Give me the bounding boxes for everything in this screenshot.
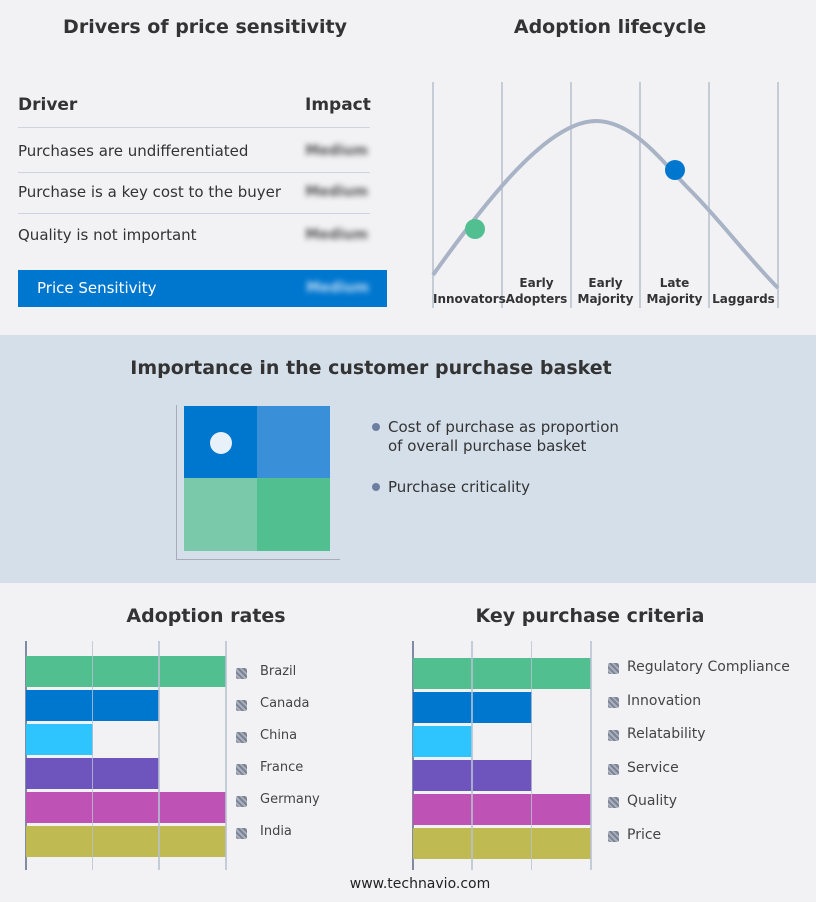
adoption-curve: [431, 118, 780, 290]
price-sensitivity-summary: Price Sensitivity Medium: [18, 270, 387, 307]
key-criteria-title: Key purchase criteria: [475, 605, 705, 627]
driver-row: Quality is not important Medium: [18, 214, 370, 257]
legend-swatch-icon: [236, 828, 247, 839]
late-majority-marker: [665, 160, 685, 180]
stage-label: Early Majority: [571, 275, 640, 307]
gridline: [91, 641, 94, 870]
basket-item: Cost of purchase as proportion of overal…: [388, 418, 619, 455]
legend-label: Relatability: [627, 726, 706, 742]
legend-swatch-icon: [236, 700, 247, 711]
stage-label-line: Adopters: [505, 292, 568, 306]
drivers-title: Drivers of price sensitivity: [63, 16, 347, 38]
stage-label-line: Early: [519, 276, 554, 290]
driver-row: Purchases are undifferentiated Medium: [18, 130, 370, 173]
stage-label: Late Majority: [640, 275, 709, 307]
impact-value: Medium: [305, 184, 368, 200]
bar-china: [26, 724, 93, 755]
summary-label: Price Sensitivity: [37, 279, 157, 297]
driver-label: Quality is not important: [18, 226, 197, 244]
adoption-rates-title: Adoption rates: [126, 605, 286, 627]
stage-label-line: Laggards: [712, 292, 775, 306]
stage-label-line: Early: [588, 276, 623, 290]
bar-price: [413, 828, 591, 859]
gridline: [530, 641, 533, 870]
matrix-cell: [257, 478, 330, 551]
matrix-x-axis: [176, 559, 340, 560]
stage-label-line: Majority: [646, 292, 703, 306]
stage-label: Innovators: [433, 291, 506, 307]
stage-label-line: Majority: [577, 292, 634, 306]
bar-quality: [413, 794, 591, 825]
impact-header: Impact: [305, 95, 371, 115]
bar-india: [26, 826, 226, 857]
legend-swatch-icon: [236, 764, 247, 775]
legend-swatch-icon: [608, 696, 619, 708]
gridline: [158, 641, 160, 870]
legend-swatch-icon: [608, 663, 619, 674]
bullet-icon: [372, 483, 380, 491]
legend-label: Regulatory Compliance: [627, 659, 790, 675]
gridline: [590, 641, 592, 870]
driver-label: Purchase is a key cost to the buyer: [18, 183, 282, 201]
basket-title: Importance in the customer purchase bask…: [130, 357, 612, 379]
stage-label: Laggards: [709, 291, 778, 307]
basket-item: Purchase criticality: [388, 478, 531, 496]
legend-label: France: [260, 760, 304, 775]
legend-label: Canada: [260, 696, 310, 711]
legend-label: Service: [627, 759, 679, 776]
legend-label: Quality: [627, 793, 678, 809]
matrix-y-axis: [176, 405, 177, 560]
legend-label: Brazil: [260, 664, 297, 679]
legend-swatch-icon: [608, 763, 619, 775]
innovators-marker: [465, 219, 485, 239]
stage-label-line: Innovators: [433, 292, 506, 306]
legend-label: China: [260, 728, 298, 743]
legend-swatch-icon: [236, 796, 247, 807]
lifecycle-title: Adoption lifecycle: [513, 16, 707, 38]
legend-swatch-icon: [608, 730, 619, 741]
legend-swatch-icon: [608, 797, 619, 808]
y-axis: [25, 641, 27, 870]
legend-swatch-icon: [236, 732, 247, 743]
bar-brazil: [26, 656, 226, 687]
legend-label: Price: [627, 826, 662, 843]
legend-label: Germany: [260, 792, 320, 807]
legend-swatch-icon: [608, 830, 619, 842]
driver-label: Purchases are undifferentiated: [18, 142, 249, 160]
bar-germany: [26, 792, 226, 823]
bar-relatability: [413, 726, 473, 757]
position-marker: [210, 432, 232, 454]
stage-label: Early Adopters: [502, 275, 571, 307]
stage-label-line: Late: [659, 276, 690, 290]
legend-label: Innovation: [627, 692, 702, 709]
driver-row: Purchase is a key cost to the buyer Mediu…: [18, 171, 370, 214]
matrix-cell: [184, 478, 257, 551]
impact-value: Medium: [305, 227, 368, 243]
gridline: [225, 641, 227, 870]
basket-section: [0, 335, 816, 583]
bar-regulatory-compliance: [413, 658, 591, 689]
lifecycle-chart: [431, 82, 780, 308]
impact-value: Medium: [305, 143, 368, 159]
legend-label: India: [260, 824, 292, 839]
legend-swatch-icon: [236, 668, 247, 679]
gridline: [471, 641, 473, 870]
matrix-cell: [257, 406, 330, 478]
bullet-icon: [372, 423, 380, 431]
driver-header: Driver: [18, 95, 78, 115]
footer-url: www.technavio.com: [349, 876, 491, 892]
summary-impact: Medium: [306, 280, 369, 296]
divider: [18, 127, 370, 128]
